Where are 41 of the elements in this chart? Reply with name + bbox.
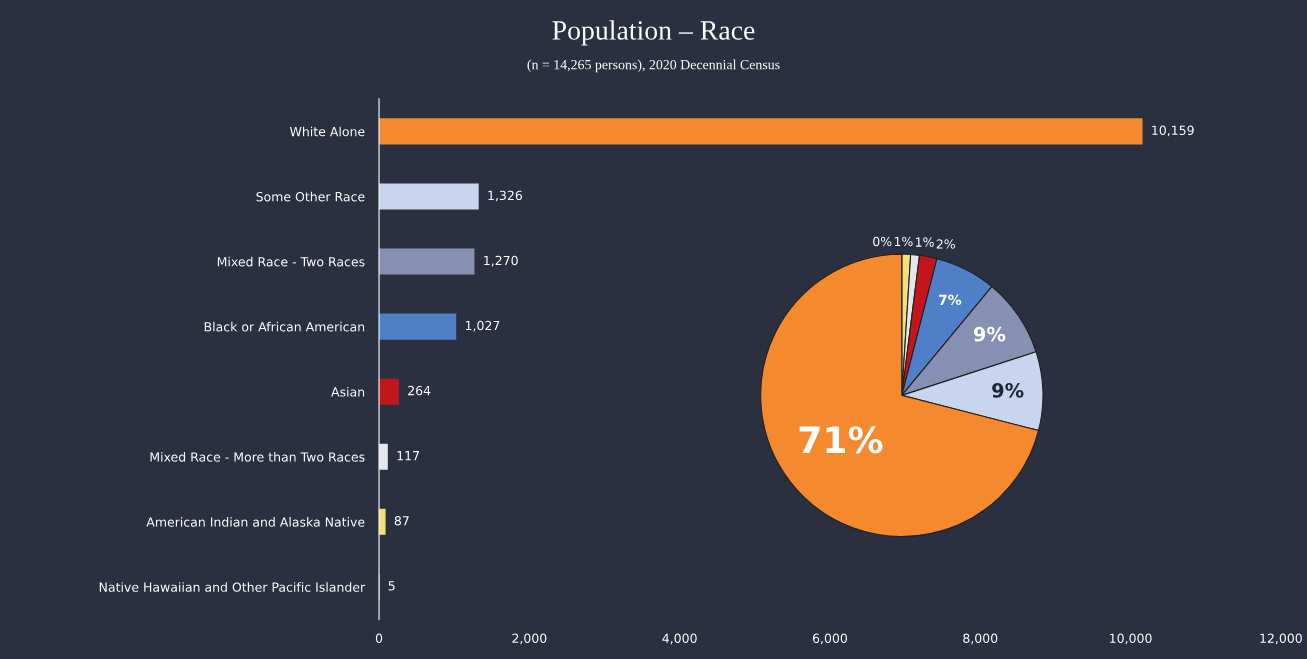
data-label: 7% [939,294,962,306]
chart-title: Population – Race [552,20,755,46]
text: 0% [873,236,892,247]
bar [379,443,388,470]
y-tick-label: Black or African American [204,321,365,332]
data-label: 5 [388,581,395,591]
bar [379,183,479,210]
data-label: 1,027 [465,320,500,332]
data-label: 1% [916,237,934,247]
x-tick-label: 10,000 [1110,633,1152,645]
data-label: 264 [408,385,431,396]
y-tick-label: Asian [331,386,365,397]
y-tick-label: Mixed Race - More than Two Races [150,452,365,462]
y-tick-label: Some Other Race [256,191,365,202]
bar [379,378,399,405]
data-label: 87 [394,516,409,526]
y-tick-label: Mixed Race - Two Races [217,256,365,267]
data-label: 117 [397,451,419,461]
data-label: 9% [992,383,1024,398]
x-tick-label: 4,000 [662,633,697,645]
x-tick-label: 2,000 [512,633,547,645]
y-tick-label: Native Hawaiian and Other Pacific Islander [99,582,366,592]
bar [379,248,475,275]
bar [379,508,386,535]
data-label: 1,326 [488,190,523,202]
data-label: 1% [894,236,913,247]
x-tick-label: 8,000 [963,633,998,645]
pie-slice [760,253,1040,538]
y-tick-label: White Alone [289,126,365,137]
data-label: 10,159 [1152,125,1194,137]
chart-subtitle: (n = 14,265 persons), 2020 Decennial Census [527,59,780,73]
x-tick-label: 0 [375,633,383,644]
data-label: 71% [799,426,883,454]
data-label: 1,270 [484,255,518,267]
bar [379,118,1143,145]
y-tick-label: American Indian and Alaska Native [146,517,365,527]
x-tick-label: 12,000 [1260,633,1302,645]
x-tick-label: 6,000 [812,633,848,645]
bar [379,313,457,340]
data-label: 9% [973,326,1006,342]
data-label: 2% [936,239,955,249]
